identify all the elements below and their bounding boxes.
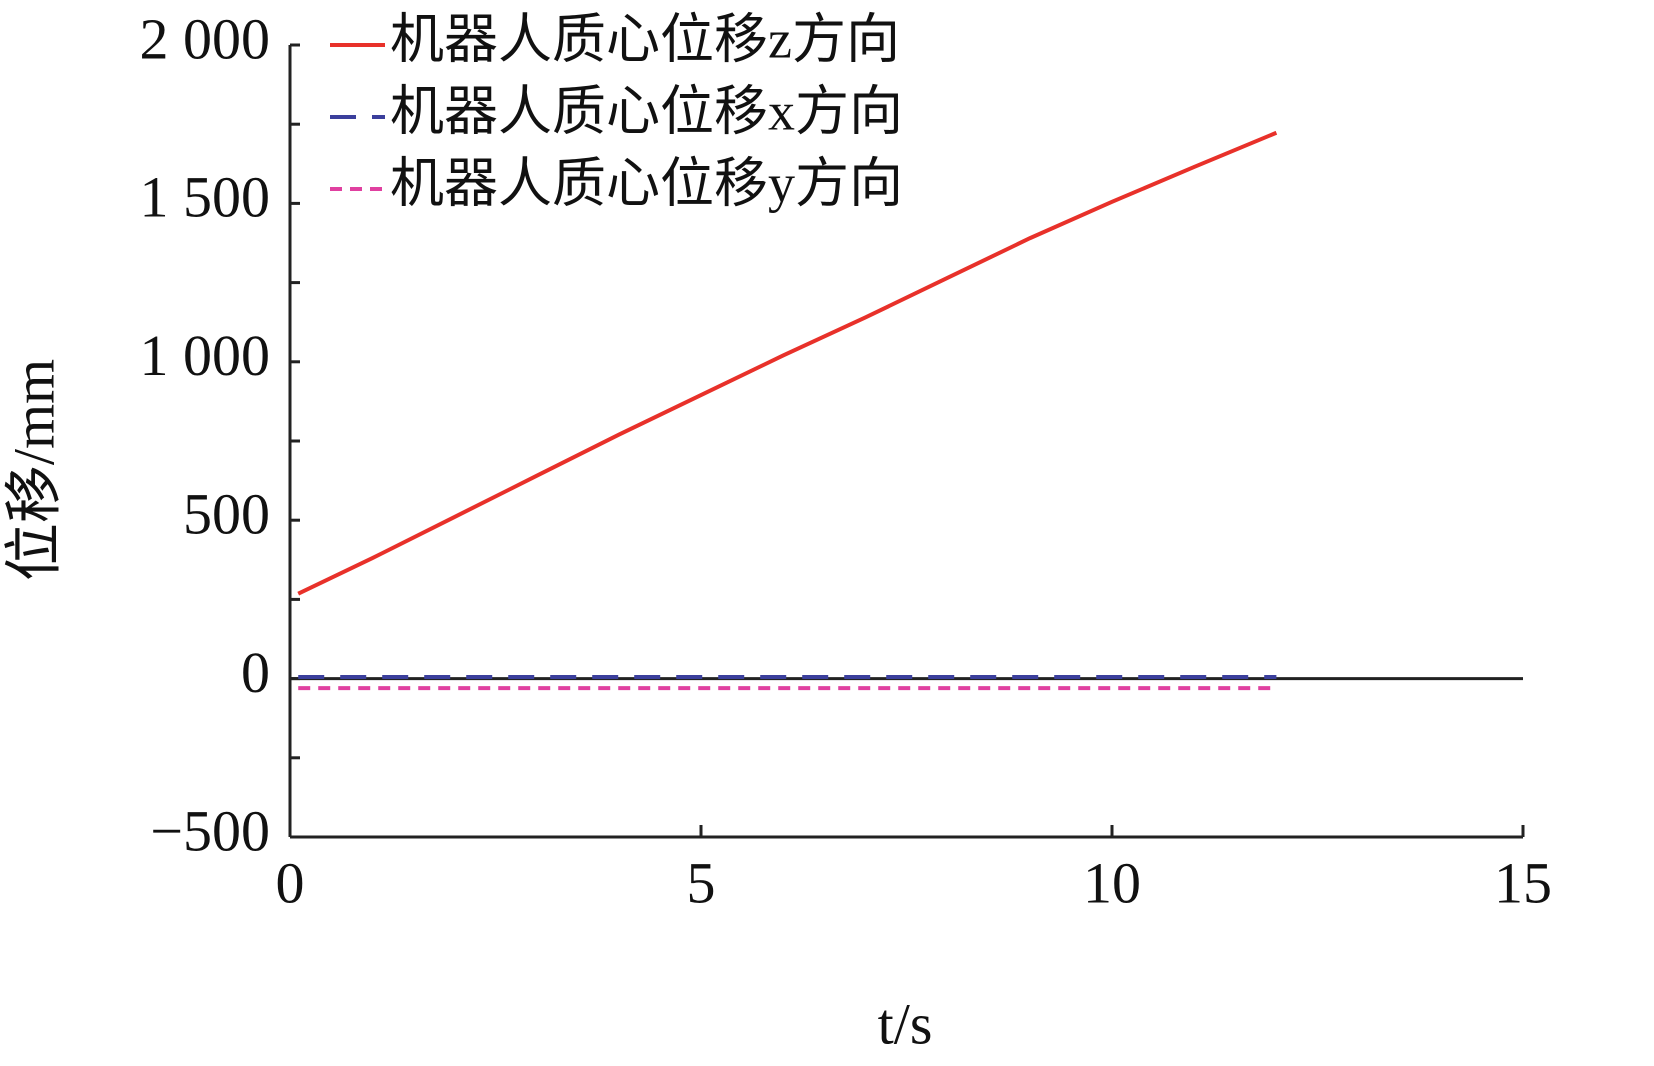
- y-tick-label: 1 000: [140, 323, 271, 388]
- y-tick-label: −500: [150, 798, 270, 863]
- legend-label: 机器人质心位移y方向: [390, 153, 903, 213]
- x-axis-label: t/s: [878, 991, 933, 1056]
- y-tick-label: 500: [183, 482, 270, 547]
- legend-label: 机器人质心位移x方向: [390, 81, 903, 141]
- x-tick-label: 15: [1494, 850, 1552, 915]
- y-tick-label: 0: [241, 640, 270, 705]
- y-tick-label: 2 000: [140, 6, 271, 71]
- legend-label: 机器人质心位移z方向: [390, 9, 900, 69]
- x-tick-label: 0: [276, 850, 305, 915]
- series-line: [297, 130, 1278, 596]
- y-axis-label: 位移/mm: [1, 359, 66, 581]
- y-tick-label: 1 500: [140, 165, 271, 230]
- x-tick-label: 10: [1083, 850, 1141, 915]
- x-tick-label: 5: [687, 850, 716, 915]
